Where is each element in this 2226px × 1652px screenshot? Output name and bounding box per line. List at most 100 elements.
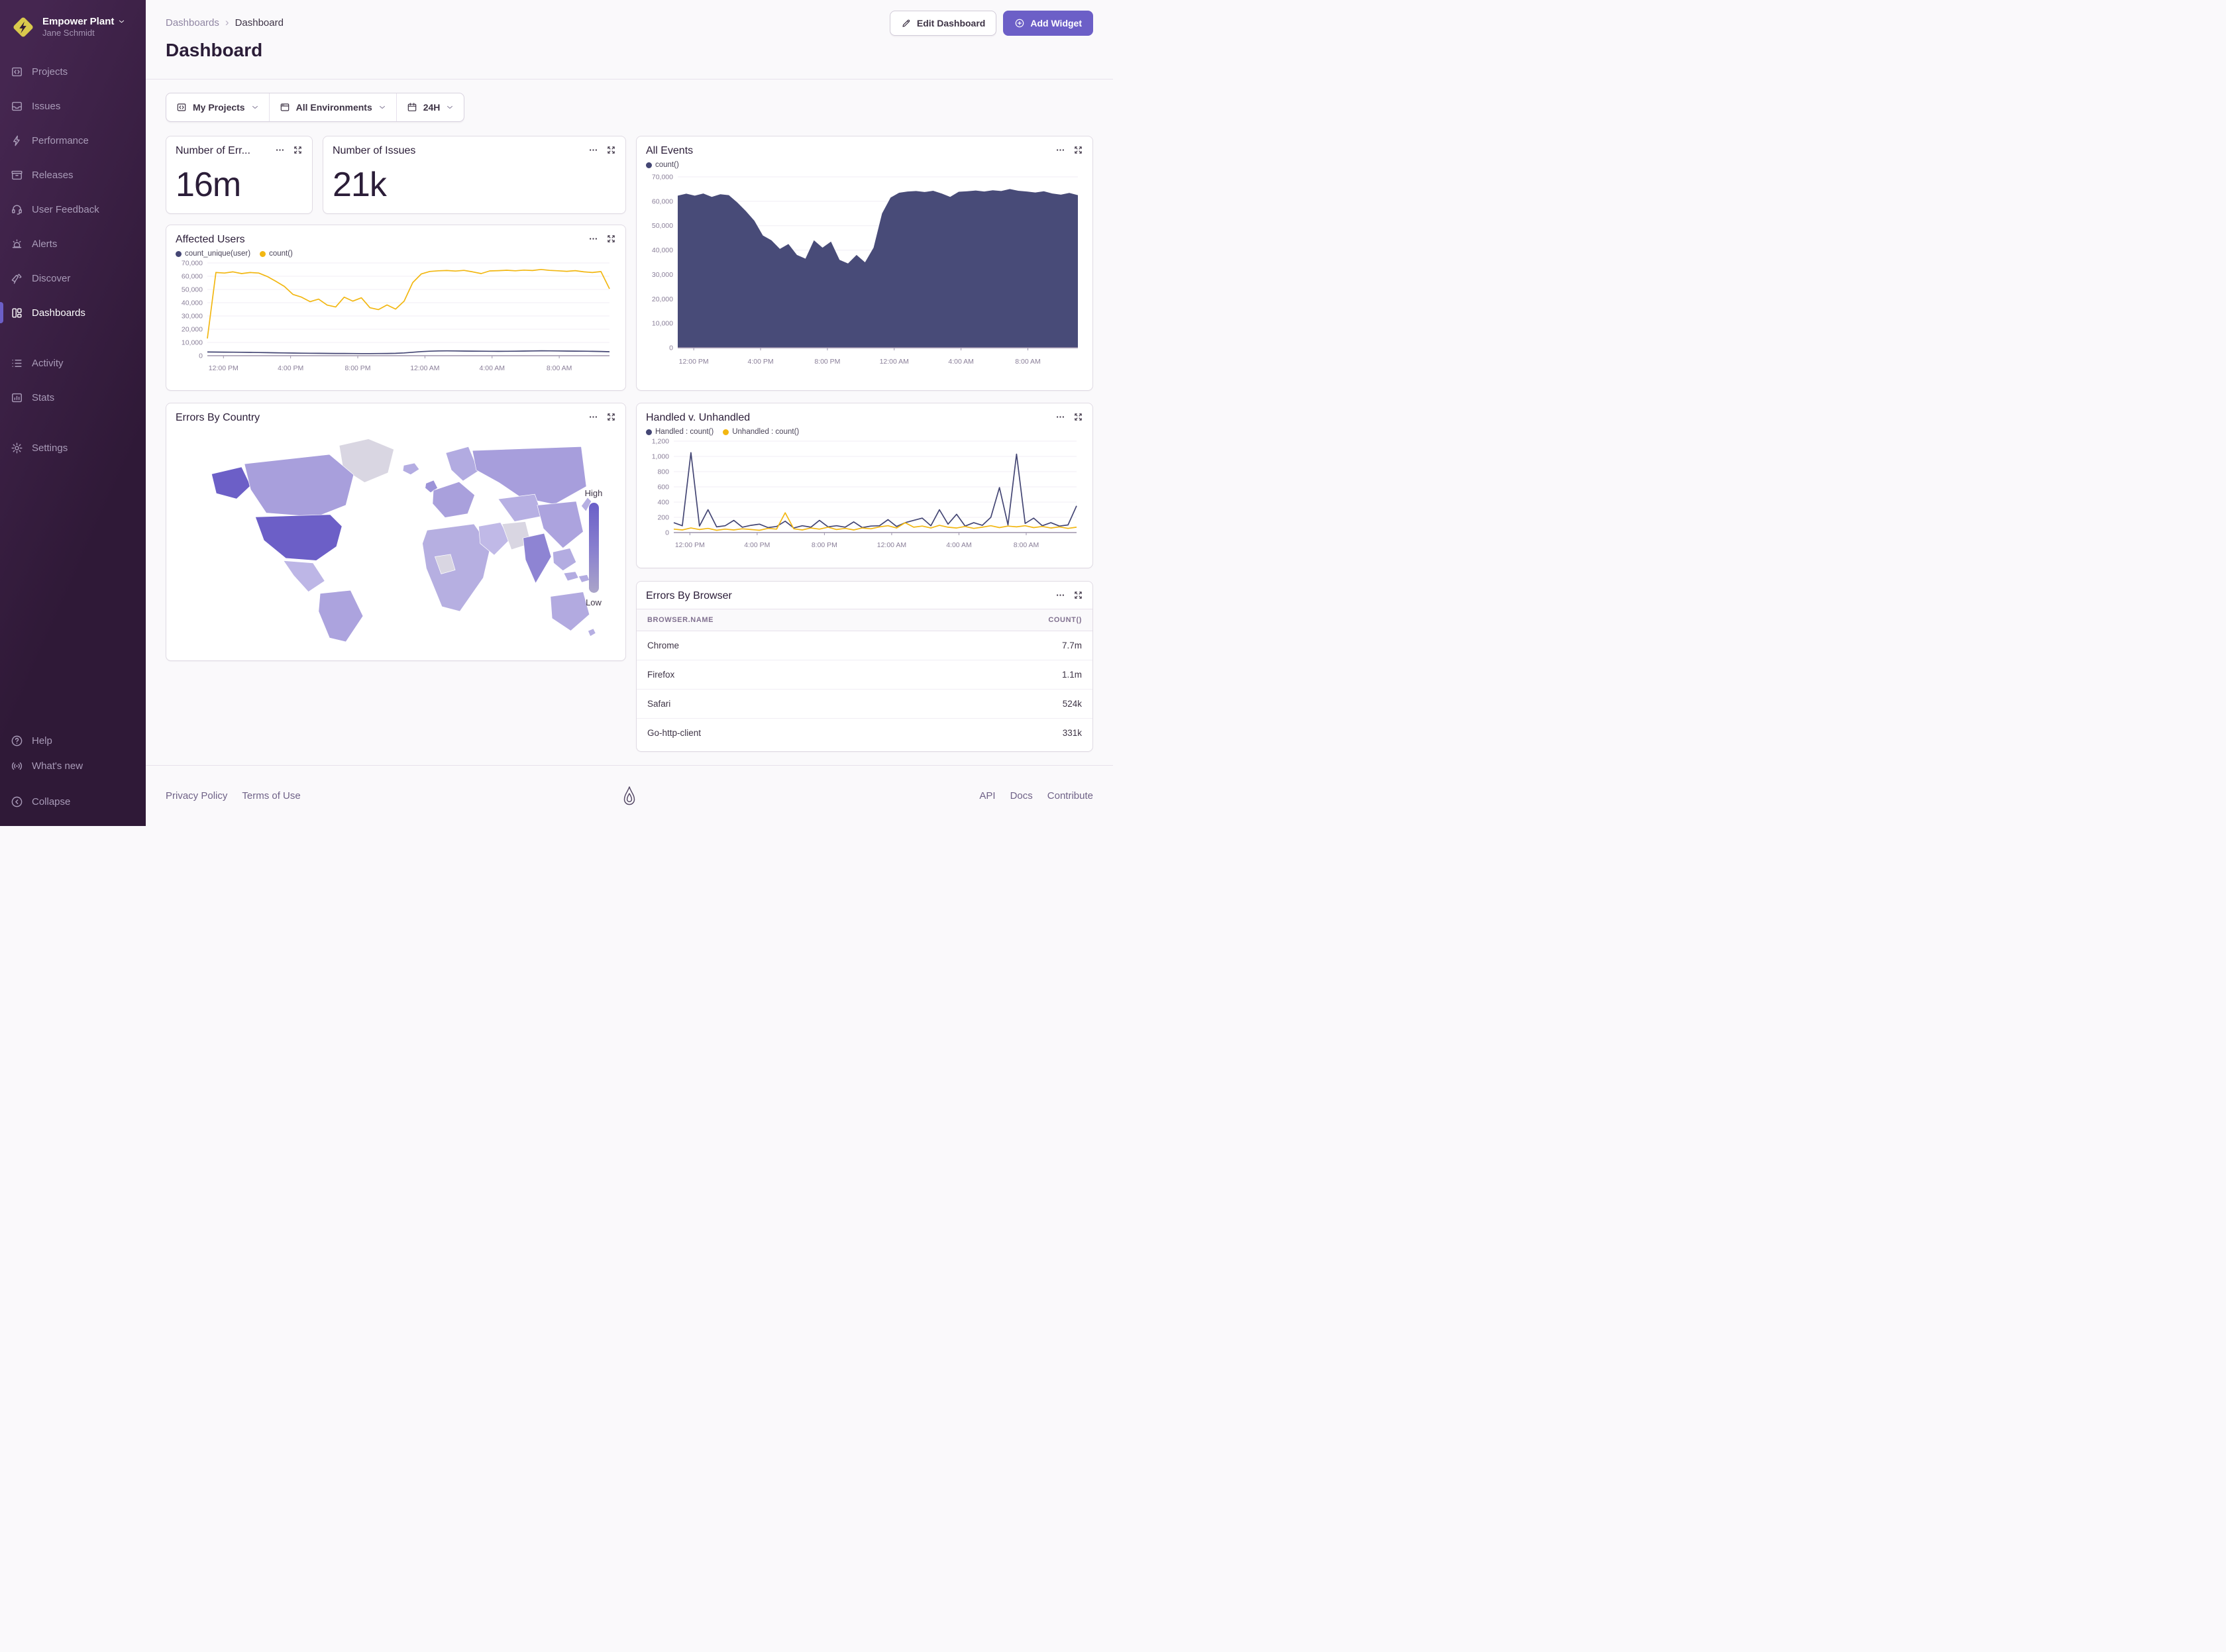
svg-text:12:00 AM: 12:00 AM [880, 358, 909, 366]
legend-item[interactable]: Unhandled : count() [723, 428, 799, 436]
svg-text:20,000: 20,000 [652, 295, 673, 303]
legend-item[interactable]: count_unique(user) [176, 250, 250, 258]
sidebar-item-label: Collapse [32, 796, 70, 807]
footer-link-api[interactable]: API [979, 790, 995, 801]
time-range-filter[interactable]: 24H [396, 93, 464, 121]
svg-text:30,000: 30,000 [652, 271, 673, 279]
ellipsis-menu-icon[interactable] [1055, 145, 1065, 155]
org-switcher[interactable]: Empower Plant Jane Schmidt [0, 11, 146, 54]
footer-left-links: Privacy Policy Terms of Use [166, 790, 301, 801]
svg-text:0: 0 [665, 529, 669, 537]
count-cell: 524k [917, 690, 1092, 719]
footer-link-terms-of-use[interactable]: Terms of Use [242, 790, 300, 801]
sidebar-item-collapse[interactable]: Collapse [0, 789, 146, 814]
sidebar-item-dashboards[interactable]: Dashboards [0, 295, 146, 330]
expand-icon[interactable] [606, 412, 616, 422]
project-filter[interactable]: My Projects [166, 93, 269, 121]
performance-icon [11, 134, 23, 147]
sentry-logo-icon [621, 786, 638, 807]
widget-title: Handled v. Unhandled [646, 412, 1055, 424]
settings-icon [11, 442, 23, 454]
sidebar-item-what-s-new[interactable]: What's new [0, 753, 146, 778]
user-feedback-icon [11, 203, 23, 216]
country-new-zealand [588, 629, 596, 637]
svg-text:200: 200 [657, 514, 669, 522]
page-footer: Privacy Policy Terms of Use API Docs Contri… [146, 765, 1113, 826]
expand-icon[interactable] [606, 145, 616, 155]
sidebar-item-label: Issues [32, 101, 60, 112]
sidebar-item-label: Help [32, 735, 52, 747]
environment-filter-label: All Environments [296, 102, 372, 113]
ellipsis-menu-icon[interactable] [275, 145, 285, 155]
environment-filter[interactable]: All Environments [269, 93, 396, 121]
sidebar-item-user-feedback[interactable]: User Feedback [0, 192, 146, 227]
browser-name-cell: Safari [637, 690, 917, 719]
all-events-chart: 010,00020,00030,00040,00050,00060,00070,… [637, 169, 1092, 371]
legend-item[interactable]: count() [646, 161, 679, 169]
map-legend-high: High [579, 488, 608, 498]
country-alaska [211, 467, 250, 499]
expand-icon[interactable] [1073, 412, 1083, 422]
footer-link-privacy-policy[interactable]: Privacy Policy [166, 790, 227, 801]
svg-text:70,000: 70,000 [182, 260, 203, 268]
edit-dashboard-label: Edit Dashboard [917, 18, 985, 28]
widget-title: Errors By Browser [646, 590, 1055, 602]
svg-text:4:00 PM: 4:00 PM [744, 541, 770, 549]
sidebar-item-help[interactable]: Help [0, 728, 146, 753]
stats-icon [11, 391, 23, 404]
count-cell: 1.1m [917, 660, 1092, 690]
ellipsis-menu-icon[interactable] [1055, 412, 1065, 422]
help-icon [11, 735, 23, 747]
sidebar-item-label: Alerts [32, 238, 57, 250]
sidebar-item-settings[interactable]: Settings [0, 431, 146, 465]
country-india [523, 533, 551, 583]
edit-dashboard-button[interactable]: Edit Dashboard [890, 11, 996, 36]
expand-icon[interactable] [293, 145, 303, 155]
legend-item[interactable]: count() [260, 250, 293, 258]
sidebar-item-projects[interactable]: Projects [0, 54, 146, 89]
svg-text:30,000: 30,000 [182, 313, 203, 321]
widget-handled-unhandled: Handled v. Unhandled Handled : count() Un… [636, 403, 1093, 568]
map-legend-low: Low [579, 597, 608, 607]
sidebar-item-stats[interactable]: Stats [0, 380, 146, 415]
ellipsis-menu-icon[interactable] [588, 145, 598, 155]
calendar-icon [407, 102, 417, 113]
widget-number-of-issues: Number of Issues 21k [323, 136, 626, 214]
sidebar-item-activity[interactable]: Activity [0, 346, 146, 380]
expand-icon[interactable] [1073, 590, 1083, 600]
chevron-down-icon [251, 103, 259, 111]
breadcrumb-separator-icon: › [225, 16, 229, 29]
svg-text:4:00 AM: 4:00 AM [479, 364, 505, 372]
ellipsis-menu-icon[interactable] [588, 234, 598, 244]
legend-item[interactable]: Handled : count() [646, 428, 714, 436]
expand-icon[interactable] [606, 234, 616, 244]
table-row: Go-http-client331k [637, 719, 1092, 748]
widget-affected-users: Affected Users count_unique(user)count()… [166, 225, 626, 391]
project-filter-label: My Projects [193, 102, 245, 113]
sidebar-item-issues[interactable]: Issues [0, 89, 146, 123]
issues-icon [11, 100, 23, 113]
legend-dot [723, 429, 729, 435]
page-header: Dashboards › Dashboard Dashboard Edit Da… [146, 0, 1113, 79]
sidebar-item-label: Performance [32, 135, 89, 146]
footer-link-docs[interactable]: Docs [1010, 790, 1033, 801]
svg-text:400: 400 [657, 499, 669, 507]
ellipsis-menu-icon[interactable] [1055, 590, 1065, 600]
country-canada [244, 454, 354, 517]
ellipsis-menu-icon[interactable] [588, 412, 598, 422]
affected-users-chart: 010,00020,00030,00040,00050,00060,00070,… [166, 258, 625, 378]
releases-icon [11, 169, 23, 181]
legend-dot [176, 251, 182, 257]
breadcrumb-dashboards[interactable]: Dashboards [166, 17, 219, 28]
sidebar-item-discover[interactable]: Discover [0, 261, 146, 295]
add-widget-button[interactable]: Add Widget [1003, 11, 1093, 36]
sidebar-item-releases[interactable]: Releases [0, 158, 146, 192]
sidebar-item-label: Releases [32, 170, 74, 181]
sidebar-item-performance[interactable]: Performance [0, 123, 146, 158]
chart-legend: count_unique(user) count() [166, 247, 625, 258]
footer-link-contribute[interactable]: Contribute [1047, 790, 1093, 801]
sidebar-item-alerts[interactable]: Alerts [0, 227, 146, 261]
chevron-down-icon [446, 103, 454, 111]
expand-icon[interactable] [1073, 145, 1083, 155]
widget-errors-by-browser: Errors By Browser BROWSER.NAME COUNT() C… [636, 581, 1093, 752]
